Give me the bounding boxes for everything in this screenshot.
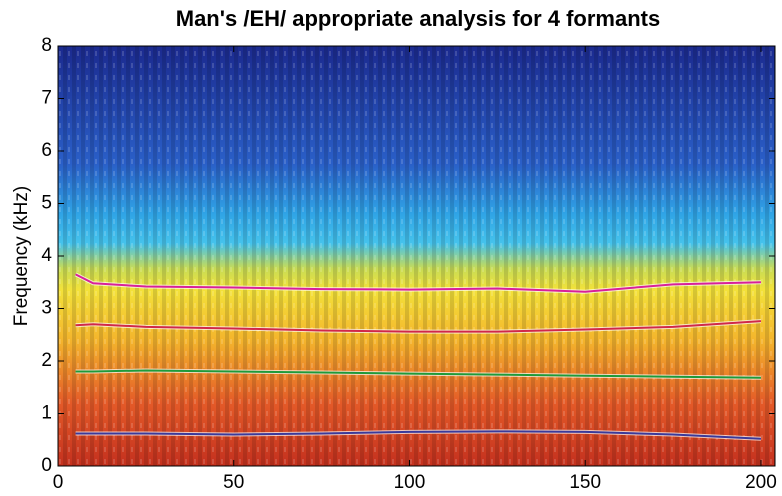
formant-line xyxy=(75,369,761,379)
y-tick-label: 5 xyxy=(41,193,52,214)
x-tick-label: 200 xyxy=(745,472,777,493)
y-axis-label: Frequency (kHz) xyxy=(11,186,32,326)
x-tick-label: 100 xyxy=(394,472,426,493)
y-tick-label: 2 xyxy=(41,350,52,371)
x-tick-label: 150 xyxy=(569,472,601,493)
formant-line xyxy=(75,320,762,333)
y-tick-label: 4 xyxy=(41,245,52,266)
y-tick-label: 7 xyxy=(41,88,52,109)
formant-line xyxy=(75,430,761,440)
y-tick-label: 3 xyxy=(41,298,52,319)
formant-line xyxy=(75,273,761,293)
y-tick-label: 8 xyxy=(41,35,52,56)
x-tick-label: 0 xyxy=(53,472,64,493)
y-tick-label: 1 xyxy=(41,403,52,424)
plot-area xyxy=(58,46,775,466)
chart-title: Man's /EH/ appropriate analysis for 4 fo… xyxy=(176,6,660,31)
spectrogram-texture xyxy=(58,46,775,466)
x-tick-label: 50 xyxy=(223,472,244,493)
y-tick-label: 6 xyxy=(41,140,52,161)
y-tick-label: 0 xyxy=(41,455,52,476)
